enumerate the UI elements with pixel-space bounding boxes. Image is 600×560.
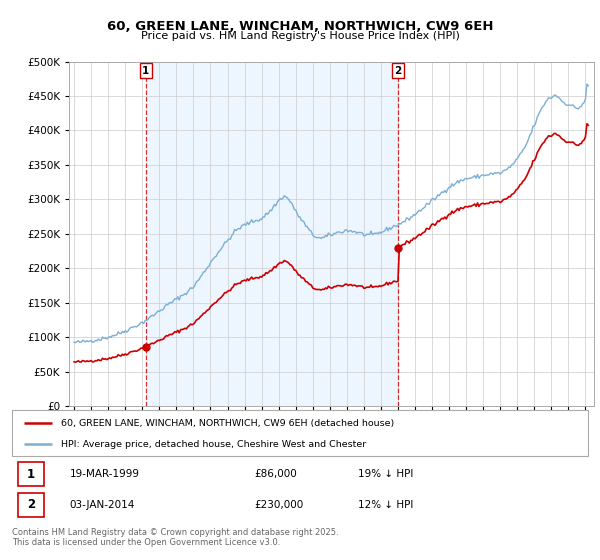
Text: 2: 2 — [395, 66, 402, 76]
Text: 60, GREEN LANE, WINCHAM, NORTHWICH, CW9 6EH (detached house): 60, GREEN LANE, WINCHAM, NORTHWICH, CW9 … — [61, 419, 394, 428]
Text: 19-MAR-1999: 19-MAR-1999 — [70, 469, 140, 479]
Text: Contains HM Land Registry data © Crown copyright and database right 2025.
This d: Contains HM Land Registry data © Crown c… — [12, 528, 338, 547]
Text: HPI: Average price, detached house, Cheshire West and Chester: HPI: Average price, detached house, Ches… — [61, 440, 366, 449]
Text: 03-JAN-2014: 03-JAN-2014 — [70, 500, 135, 510]
Text: Price paid vs. HM Land Registry's House Price Index (HPI): Price paid vs. HM Land Registry's House … — [140, 31, 460, 41]
Bar — [18, 462, 44, 486]
Text: 60, GREEN LANE, WINCHAM, NORTHWICH, CW9 6EH: 60, GREEN LANE, WINCHAM, NORTHWICH, CW9 … — [107, 20, 493, 33]
Text: £230,000: £230,000 — [254, 500, 303, 510]
Text: 2: 2 — [26, 498, 35, 511]
Text: 12% ↓ HPI: 12% ↓ HPI — [358, 500, 413, 510]
Bar — [146, 62, 398, 406]
Text: 1: 1 — [142, 66, 149, 76]
Text: 19% ↓ HPI: 19% ↓ HPI — [358, 469, 413, 479]
Text: £86,000: £86,000 — [254, 469, 296, 479]
Bar — [18, 493, 44, 517]
Text: 1: 1 — [26, 468, 35, 480]
